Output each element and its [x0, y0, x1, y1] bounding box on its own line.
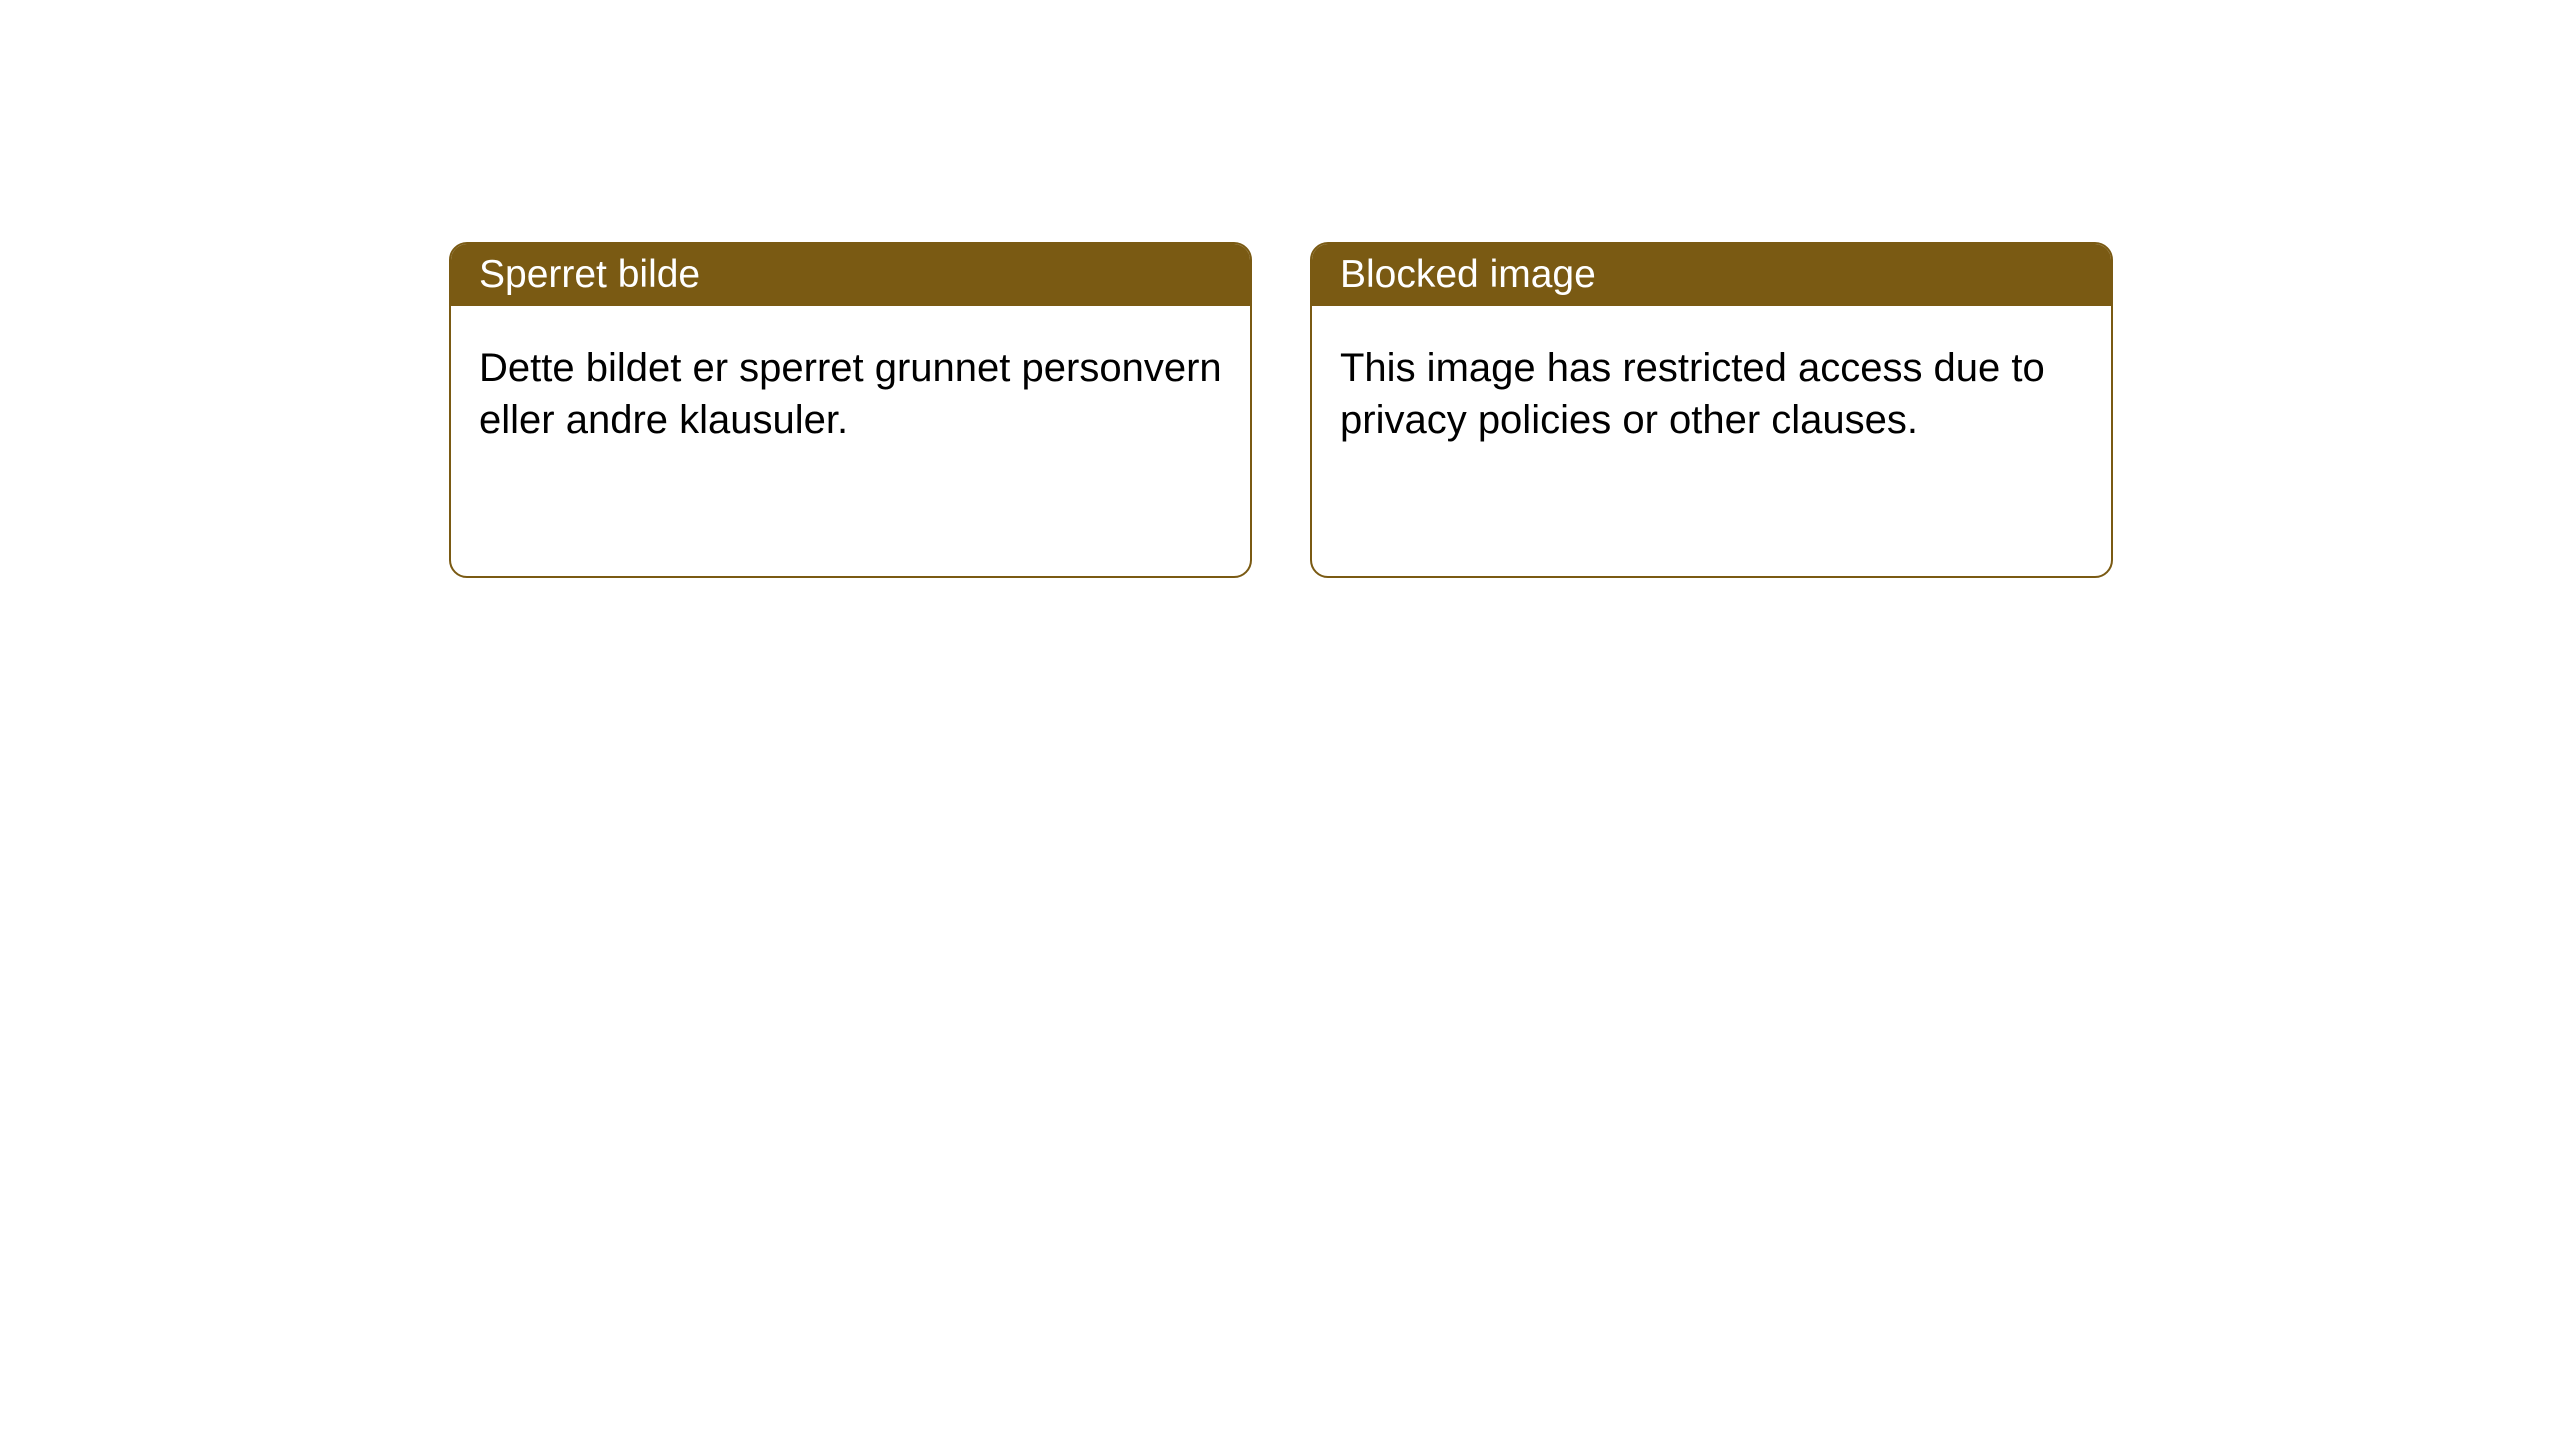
notice-body-norwegian: Dette bildet er sperret grunnet personve…: [451, 306, 1250, 482]
notice-card-norwegian: Sperret bilde Dette bildet er sperret gr…: [449, 242, 1252, 578]
notice-title-english: Blocked image: [1340, 253, 1596, 297]
notice-text-norwegian: Dette bildet er sperret grunnet personve…: [479, 346, 1222, 442]
notice-body-english: This image has restricted access due to …: [1312, 306, 2111, 482]
notice-card-english: Blocked image This image has restricted …: [1310, 242, 2113, 578]
notice-header-english: Blocked image: [1312, 244, 2111, 306]
notice-header-norwegian: Sperret bilde: [451, 244, 1250, 306]
notice-container: Sperret bilde Dette bildet er sperret gr…: [449, 242, 2113, 578]
notice-text-english: This image has restricted access due to …: [1340, 346, 2045, 442]
notice-title-norwegian: Sperret bilde: [479, 253, 700, 297]
